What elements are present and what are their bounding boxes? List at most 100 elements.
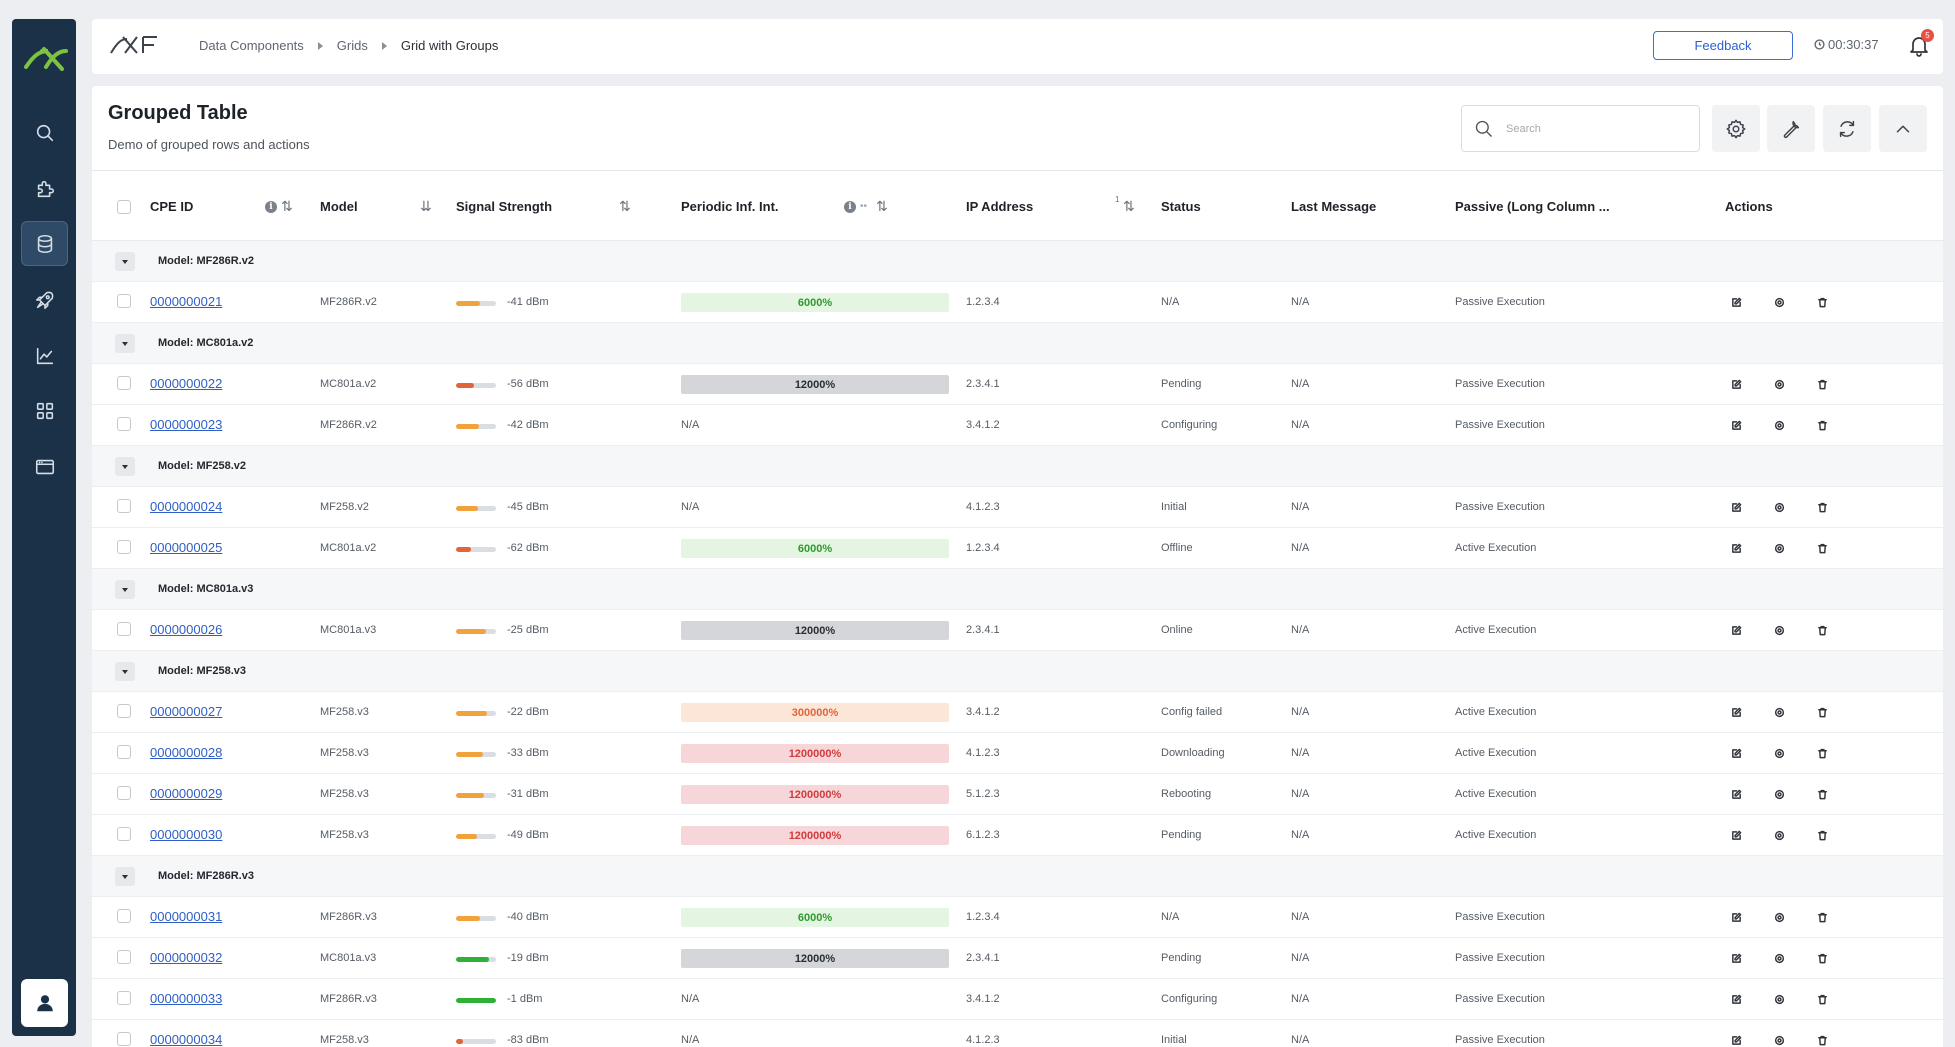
row-settings-button[interactable] (1771, 1032, 1787, 1047)
nav-analytics[interactable] (21, 333, 68, 378)
row-settings-button[interactable] (1771, 622, 1787, 638)
sort-icon[interactable]: ⇅ (281, 198, 293, 214)
column-header-ip-address[interactable]: IP Address (966, 199, 1034, 214)
row-checkbox[interactable] (117, 499, 131, 513)
cpe-id-link[interactable]: 0000000031 (150, 909, 223, 924)
group-row[interactable]: Model: MF286R.v3 (92, 856, 1943, 897)
sort-descending-icon[interactable]: ⇊ (420, 198, 432, 214)
cpe-id-link[interactable]: 0000000022 (150, 376, 223, 391)
row-checkbox[interactable] (117, 417, 131, 431)
row-checkbox[interactable] (117, 786, 131, 800)
edit-button[interactable] (1728, 417, 1744, 433)
edit-button[interactable] (1728, 786, 1744, 802)
row-checkbox[interactable] (117, 622, 131, 636)
cpe-id-link[interactable]: 0000000021 (150, 294, 223, 309)
group-row[interactable]: Model: MC801a.v2 (92, 323, 1943, 364)
row-settings-button[interactable] (1771, 499, 1787, 515)
row-checkbox[interactable] (117, 376, 131, 390)
select-all-checkbox[interactable] (117, 200, 131, 214)
nav-data[interactable] (21, 221, 68, 266)
row-checkbox[interactable] (117, 950, 131, 964)
cpe-id-link[interactable]: 0000000028 (150, 745, 223, 760)
edit-button[interactable] (1728, 950, 1744, 966)
group-collapse-toggle[interactable] (115, 580, 135, 599)
settings-button[interactable] (1712, 105, 1760, 152)
brand-logo-icon[interactable] (109, 33, 161, 57)
row-settings-button[interactable] (1771, 909, 1787, 925)
group-collapse-toggle[interactable] (115, 662, 135, 681)
delete-button[interactable] (1814, 950, 1830, 966)
search-input[interactable] (1506, 122, 1686, 135)
delete-button[interactable] (1814, 991, 1830, 1007)
delete-button[interactable] (1814, 745, 1830, 761)
edit-button[interactable] (1728, 704, 1744, 720)
refresh-button[interactable] (1823, 105, 1871, 152)
breadcrumb-item[interactable]: Grids (336, 38, 368, 53)
edit-button[interactable] (1728, 827, 1744, 843)
row-checkbox[interactable] (117, 704, 131, 718)
cpe-id-link[interactable]: 0000000030 (150, 827, 223, 842)
edit-button[interactable] (1728, 909, 1744, 925)
delete-button[interactable] (1814, 909, 1830, 925)
row-settings-button[interactable] (1771, 376, 1787, 392)
delete-button[interactable] (1814, 827, 1830, 843)
delete-button[interactable] (1814, 786, 1830, 802)
cpe-id-link[interactable]: 0000000033 (150, 991, 223, 1006)
nav-windows[interactable] (21, 444, 68, 489)
row-settings-button[interactable] (1771, 540, 1787, 556)
row-checkbox[interactable] (117, 827, 131, 841)
row-settings-button[interactable] (1771, 827, 1787, 843)
info-icon[interactable]: i (844, 201, 856, 213)
feedback-button[interactable]: Feedback (1653, 31, 1793, 60)
group-collapse-toggle[interactable] (115, 867, 135, 886)
edit-button[interactable] (1728, 1032, 1744, 1047)
edit-button[interactable] (1728, 376, 1744, 392)
column-header-passive[interactable]: Passive (Long Column ... (1455, 199, 1610, 214)
sort-icon[interactable]: ⇅ (619, 198, 631, 214)
row-checkbox[interactable] (117, 909, 131, 923)
column-header-model[interactable]: Model (320, 199, 358, 214)
row-settings-button[interactable] (1771, 417, 1787, 433)
user-profile-button[interactable] (21, 979, 68, 1027)
row-settings-button[interactable] (1771, 704, 1787, 720)
edit-button[interactable] (1728, 622, 1744, 638)
search-box[interactable] (1461, 105, 1700, 152)
nav-components[interactable] (21, 166, 68, 211)
group-row[interactable]: Model: MF286R.v2 (92, 241, 1943, 282)
delete-button[interactable] (1814, 540, 1830, 556)
delete-button[interactable] (1814, 294, 1830, 310)
row-checkbox[interactable] (117, 294, 131, 308)
row-checkbox[interactable] (117, 1032, 131, 1046)
row-checkbox[interactable] (117, 745, 131, 759)
cpe-id-link[interactable]: 0000000024 (150, 499, 223, 514)
delete-button[interactable] (1814, 1032, 1830, 1047)
row-settings-button[interactable] (1771, 950, 1787, 966)
edit-button[interactable] (1728, 745, 1744, 761)
column-header-periodic-inf-int[interactable]: Periodic Inf. Int. (681, 199, 779, 214)
group-row[interactable]: Model: MF258.v3 (92, 651, 1943, 692)
group-collapse-toggle[interactable] (115, 252, 135, 271)
breadcrumb-item[interactable]: Data Components (199, 38, 304, 53)
edit-button[interactable] (1728, 991, 1744, 1007)
cpe-id-link[interactable]: 0000000026 (150, 622, 223, 637)
delete-button[interactable] (1814, 704, 1830, 720)
info-icon[interactable]: i (265, 201, 277, 213)
cpe-id-link[interactable]: 0000000025 (150, 540, 223, 555)
column-header-cpe-id[interactable]: CPE ID (150, 199, 194, 214)
edit-button[interactable] (1728, 499, 1744, 515)
row-settings-button[interactable] (1771, 294, 1787, 310)
nav-search[interactable] (21, 110, 68, 155)
row-settings-button[interactable] (1771, 991, 1787, 1007)
delete-button[interactable] (1814, 417, 1830, 433)
app-logo-icon[interactable] (22, 43, 68, 73)
row-checkbox[interactable] (117, 540, 131, 554)
nav-dashboard[interactable] (21, 388, 68, 433)
cpe-id-link[interactable]: 0000000023 (150, 417, 223, 432)
column-header-signal-strength[interactable]: Signal Strength (456, 199, 553, 214)
group-row[interactable]: Model: MF258.v2 (92, 446, 1943, 487)
column-header-status[interactable]: Status (1161, 199, 1201, 214)
row-checkbox[interactable] (117, 991, 131, 1005)
delete-button[interactable] (1814, 622, 1830, 638)
cpe-id-link[interactable]: 0000000029 (150, 786, 223, 801)
delete-button[interactable] (1814, 376, 1830, 392)
